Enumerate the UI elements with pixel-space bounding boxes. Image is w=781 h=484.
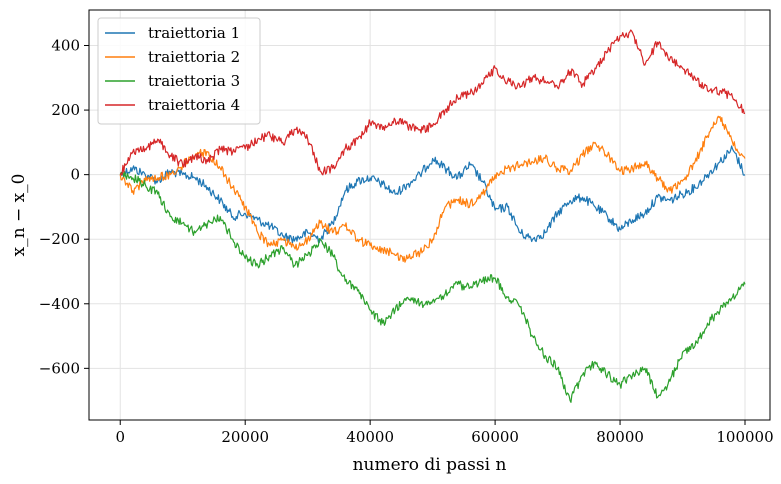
y-tick-label: −600	[39, 359, 80, 377]
y-tick-label: 400	[51, 37, 80, 55]
y-axis-title: x_n − x_0	[9, 174, 29, 257]
series-line-1	[119, 145, 746, 244]
axis-ticks: 0 20000 40000 60000 80000 100000 −600 −400 −200 0…	[39, 37, 774, 446]
legend-label-4: traiettoria 4	[148, 96, 240, 114]
legend: traiettoria 1 traiettoria 2 traiettoria 3 t…	[97, 17, 261, 125]
x-tick-label: 60000	[471, 428, 519, 446]
legend-label-1: traiettoria 1	[148, 24, 240, 42]
x-axis-title: numero di passi n	[353, 455, 507, 475]
y-tick-label: −400	[39, 295, 80, 313]
x-tick-label: 80000	[596, 428, 644, 446]
series-group	[119, 29, 746, 403]
legend-box	[97, 17, 261, 125]
legend-label-3: traiettoria 3	[148, 72, 240, 90]
legend-label-2: traiettoria 2	[148, 48, 240, 66]
x-tick-label: 40000	[346, 428, 394, 446]
series-line-2	[119, 115, 746, 263]
y-tick-label: −200	[39, 230, 80, 248]
y-tick-label: 200	[51, 101, 80, 119]
plot-frame	[88, 9, 771, 421]
series-line-4	[119, 29, 746, 176]
y-tick-label: 0	[70, 166, 80, 184]
x-tick-label: 100000	[716, 428, 773, 446]
x-tick-label: 0	[115, 428, 125, 446]
x-tick-label: 20000	[221, 428, 269, 446]
series-line-3	[119, 171, 746, 403]
